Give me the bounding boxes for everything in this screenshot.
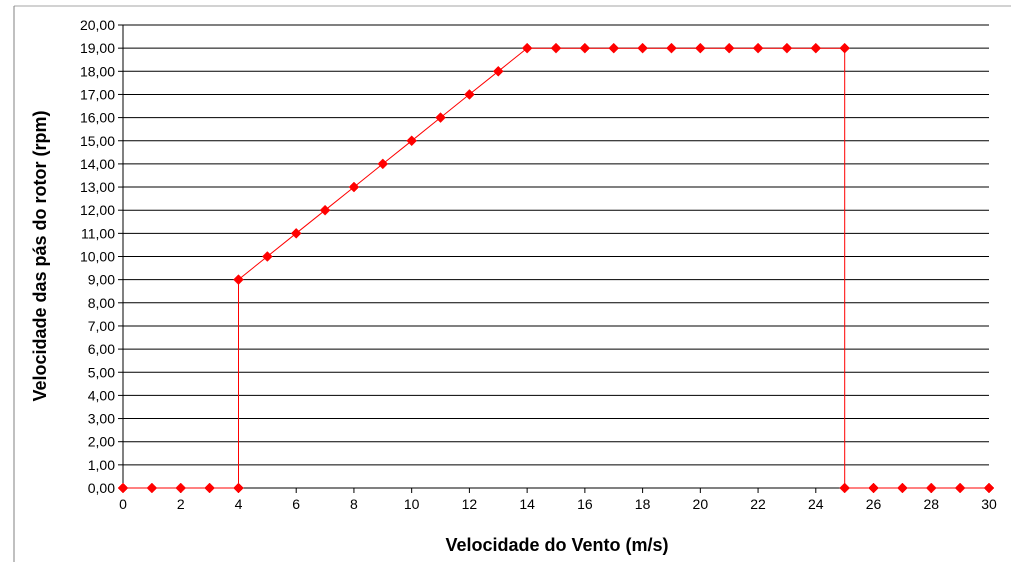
x-tick-label: 14 (519, 496, 535, 512)
x-tick-label: 30 (981, 496, 997, 512)
y-axis-title: Velocidade das pás do rotor (rpm) (30, 110, 50, 401)
data-point-marker (839, 42, 851, 54)
x-tick-label: 12 (462, 496, 478, 512)
x-tick-label: 18 (635, 496, 651, 512)
data-point-marker (348, 181, 360, 193)
data-point-marker (810, 42, 822, 54)
data-point-marker (781, 42, 793, 54)
y-tick-label: 14,00 (80, 156, 115, 172)
data-point-marker (608, 42, 620, 54)
data-point-marker (723, 42, 735, 54)
data-point-marker (290, 227, 302, 239)
x-tick-label: 8 (350, 496, 358, 512)
x-axis-title: Velocidade do Vento (m/s) (445, 535, 668, 555)
data-point-marker (983, 482, 995, 494)
data-point-marker (752, 42, 764, 54)
y-tick-label: 10,00 (80, 249, 115, 265)
x-tick-label: 20 (693, 496, 709, 512)
data-point-marker (521, 42, 533, 54)
data-point-marker (435, 112, 446, 123)
y-tick-label: 19,00 (80, 40, 115, 56)
y-tick-label: 0,00 (88, 480, 115, 496)
y-tick-label: 12,00 (80, 202, 115, 218)
data-point-marker (319, 204, 331, 216)
data-point-marker (233, 274, 244, 286)
y-tick-label: 20,00 (80, 17, 115, 33)
data-point-marker (261, 251, 273, 262)
x-tick-label: 0 (119, 496, 127, 512)
x-tick-label: 28 (923, 496, 939, 512)
y-tick-label: 15,00 (80, 133, 115, 149)
data-point-marker (666, 42, 677, 54)
data-point-marker (146, 482, 158, 494)
data-point-marker (377, 158, 389, 170)
data-point-marker (464, 89, 475, 100)
data-point-marker (175, 482, 187, 494)
x-tick-label: 4 (235, 496, 243, 512)
data-point-marker (925, 482, 937, 494)
data-point-marker (492, 65, 504, 77)
y-tick-label: 4,00 (88, 387, 115, 403)
x-tick-label: 10 (404, 496, 420, 512)
y-tick-label: 9,00 (88, 272, 115, 288)
y-tick-label: 1,00 (88, 457, 115, 473)
y-tick-label: 5,00 (88, 364, 115, 380)
data-point-marker (579, 42, 591, 54)
x-tick-label: 2 (177, 496, 185, 512)
x-tick-label: 22 (750, 496, 766, 512)
y-tick-label: 3,00 (88, 411, 115, 427)
y-tick-label: 11,00 (81, 225, 115, 241)
x-tick-label: 26 (866, 496, 882, 512)
y-tick-label: 6,00 (88, 341, 115, 357)
x-tick-label: 16 (577, 496, 593, 512)
y-tick-label: 17,00 (80, 86, 115, 102)
data-point-marker (406, 135, 418, 147)
data-point-marker (637, 42, 648, 54)
data-point-marker (839, 482, 851, 494)
y-tick-label: 7,00 (88, 318, 115, 334)
data-point-marker (954, 482, 966, 494)
y-tick-label: 18,00 (80, 63, 115, 79)
data-point-marker (550, 42, 562, 54)
y-tick-label: 8,00 (88, 295, 115, 311)
data-point-marker (897, 482, 908, 494)
x-tick-label: 24 (808, 496, 824, 512)
data-point-marker (694, 42, 706, 54)
x-tick-label: 6 (292, 496, 300, 512)
data-series (117, 42, 995, 494)
y-tick-label: 16,00 (80, 110, 115, 126)
y-tick-label: 13,00 (80, 179, 115, 195)
data-point-marker (117, 482, 129, 494)
data-point-marker (868, 482, 879, 494)
y-tick-label: 2,00 (88, 434, 115, 450)
data-point-marker (233, 482, 244, 494)
tick-labels: 0,00 1,00 2,00 3,00 4,00 5,00 6,00 7,00 8,00 9,00… (80, 17, 997, 512)
data-point-marker (204, 482, 215, 494)
